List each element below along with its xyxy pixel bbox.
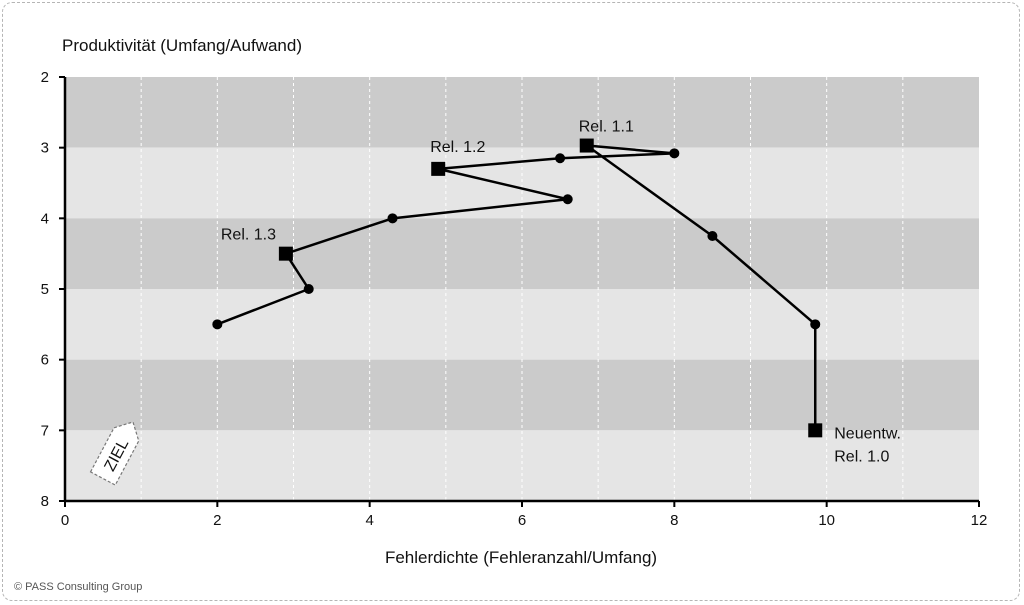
y-tick-label: 6 <box>41 352 49 369</box>
release-marker <box>579 138 594 153</box>
band-0 <box>65 77 979 148</box>
data-point <box>555 153 566 164</box>
ziel-tag-shape <box>89 421 140 486</box>
y-tick-label: 4 <box>41 210 49 227</box>
x-tick-label: 4 <box>365 512 373 529</box>
release-marker <box>278 246 293 261</box>
grid-lines <box>140 77 904 501</box>
x-tick-label: 8 <box>670 512 678 529</box>
x-tick-label: 0 <box>61 512 69 529</box>
release-marker <box>808 423 823 438</box>
data-point <box>303 284 314 294</box>
x-tick-label: 2 <box>213 512 221 529</box>
annotation-label: Neuentw. <box>834 425 901 442</box>
axes <box>59 76 980 507</box>
band-5 <box>65 430 979 501</box>
y-tick-label: 7 <box>41 422 49 439</box>
x-axis-title: Fehlerdichte (Fehleranzahl/Umfang) <box>385 548 657 567</box>
series-group <box>212 138 823 438</box>
x-tick-label: 12 <box>971 512 988 529</box>
x-tick-label: 6 <box>518 512 526 529</box>
release-marker <box>431 161 446 176</box>
annotation-label: Rel. 1.1 <box>579 119 634 136</box>
y-tick-label: 5 <box>41 281 49 298</box>
band-1 <box>65 147 979 219</box>
copyright-text: © PASS Consulting Group <box>14 581 142 593</box>
annotation-label: Rel. 1.0 <box>834 448 889 465</box>
ziel-tag: ZIEL <box>89 421 140 486</box>
x-tick-label: 10 <box>818 512 835 529</box>
data-point <box>707 231 718 241</box>
y-tick-label: 2 <box>41 69 49 86</box>
annotations: Neuentw. Rel. 1.0 Rel. 1.1 Rel. 1.2 Rel. 1.3 <box>221 119 901 466</box>
data-point <box>810 319 821 330</box>
tick-labels: 0 2 4 6 8 10 12 2 3 4 5 6 7 8 <box>41 69 988 529</box>
annotation-label: Rel. 1.3 <box>221 227 276 244</box>
data-point <box>562 194 573 205</box>
y-tick-label: 3 <box>41 140 49 157</box>
data-point <box>387 213 398 224</box>
data-point <box>669 148 680 159</box>
target-tag: ZIEL <box>89 421 140 486</box>
y-tick-label: 8 <box>41 493 49 510</box>
y-axis-title: Produktivität (Umfang/Aufwand) <box>62 36 302 55</box>
annotation-label: Rel. 1.2 <box>430 139 485 156</box>
data-point <box>212 319 223 330</box>
